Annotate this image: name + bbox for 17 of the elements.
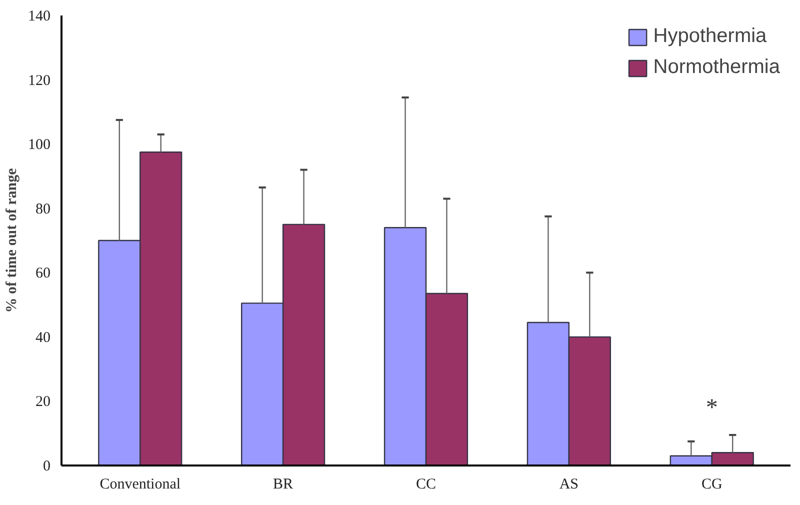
x-tick-label: Conventional [100, 476, 181, 492]
y-tick-label: 120 [28, 72, 50, 89]
y-tick-label: 100 [28, 137, 50, 154]
x-tick-label: CC [416, 476, 436, 492]
x-tick-label: CG [701, 476, 722, 492]
x-tick-label: AS [559, 476, 579, 492]
y-tick-label: 20 [36, 394, 50, 410]
x-tick-label: BR [273, 476, 294, 492]
y-tick-label: 140 [28, 8, 50, 24]
annotation: * [706, 394, 718, 421]
y-tick-label: 0 [43, 458, 50, 474]
y-axis-title: % of time out of range [4, 168, 20, 313]
legend-label: Normothermia [653, 56, 780, 79]
y-tick-label: 60 [36, 266, 50, 282]
y-tick-label: 80 [36, 201, 50, 218]
y-tick-label: 40 [36, 330, 50, 346]
legend-label: Hypothermia [653, 25, 767, 48]
